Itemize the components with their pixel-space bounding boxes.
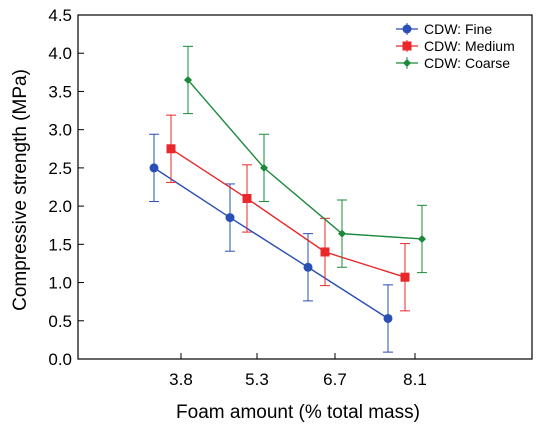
legend-marker (402, 41, 412, 51)
data-point (260, 163, 268, 172)
legend-label: CDW: Coarse (424, 55, 510, 71)
y-tick-label: 4.0 (48, 44, 72, 63)
y-tick-label: 3.5 (48, 82, 72, 101)
series-line (170, 148, 406, 278)
y-tick-label: 3.0 (48, 121, 72, 140)
series-cdw-coarse (183, 45, 427, 274)
y-tick-label: 0.5 (48, 312, 72, 331)
data-point (400, 272, 410, 282)
data-point (166, 144, 176, 154)
data-point (418, 234, 426, 243)
y-axis-title: Compressive strength (MPa) (10, 69, 31, 311)
legend-item: CDW: Fine (396, 21, 492, 37)
y-tick-label: 4.5 (48, 6, 72, 25)
plot-frame-layer (77, 14, 533, 360)
data-point (338, 229, 346, 238)
y-tick-label: 1.0 (48, 274, 72, 293)
y-tick-label: 2.0 (48, 197, 72, 216)
legend-item: CDW: Coarse (396, 55, 510, 71)
data-point (149, 163, 159, 173)
x-tick-label: 6.7 (323, 370, 347, 389)
y-tick-label: 1.5 (48, 235, 72, 254)
data-point (383, 313, 393, 323)
legend-label: CDW: Medium (424, 38, 515, 54)
x-tick-label: 3.8 (169, 370, 193, 389)
legend-marker (403, 59, 411, 67)
data-point (242, 193, 252, 203)
data-point (303, 262, 313, 272)
data-point (225, 213, 235, 223)
x-tick-label: 8.1 (403, 370, 427, 389)
series-layer (149, 45, 427, 353)
series-line (187, 79, 423, 240)
y-tick-label: 0.0 (48, 350, 72, 369)
y-tick-label: 2.5 (48, 159, 72, 178)
x-axis-title: Foam amount (% total mass) (176, 402, 420, 423)
x-tick-label: 5.3 (245, 370, 269, 389)
axis-ticks-layer: 0.0 0.5 1.0 1.5 2.0 2.5 3.0 3.5 4.0 4.5 3.8 5.3 6.7 8… (48, 6, 426, 389)
plot-frame (77, 14, 533, 360)
legend-marker (402, 24, 412, 34)
series-cdw-fine (149, 133, 393, 353)
series-cdw-medium (166, 114, 410, 312)
legend-item: CDW: Medium (396, 38, 515, 54)
legend-label: CDW: Fine (424, 21, 492, 37)
data-point (184, 75, 192, 84)
series-line (153, 167, 389, 320)
data-point (320, 247, 330, 257)
